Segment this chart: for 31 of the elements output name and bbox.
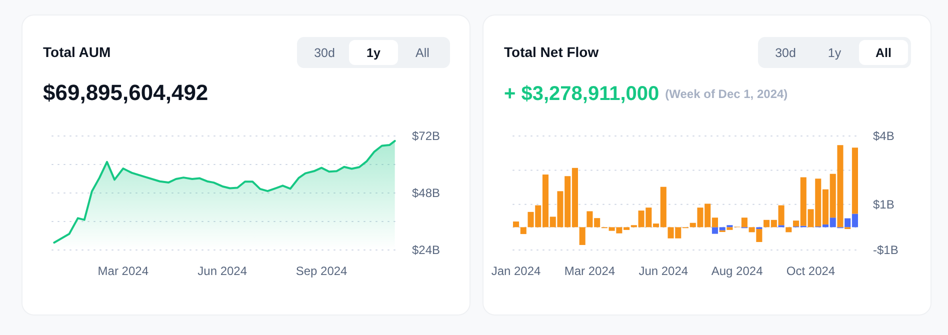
- text: (Week of Dec 1, 2024): [665, 87, 788, 101]
- x-tick-label: Sep 2024: [296, 264, 348, 278]
- y-tick-label: $24B: [412, 243, 440, 257]
- x-tick-label: Aug 2024: [711, 264, 764, 278]
- y-tick-label: $72B: [412, 129, 440, 143]
- bar: [852, 148, 858, 214]
- bar: [726, 227, 733, 230]
- x-tick-label: Jan 2024: [491, 264, 542, 278]
- text: All: [876, 46, 892, 60]
- text: + $3,278,911,000: [504, 83, 660, 105]
- bar: [513, 222, 520, 228]
- text: 30d: [775, 46, 796, 60]
- bar: [520, 227, 526, 234]
- x-tick-label: Mar 2024: [98, 264, 149, 278]
- y-tick-label: $1B: [873, 197, 894, 212]
- y-tick-label: -$1B: [873, 243, 898, 257]
- y-tick-label: $4B: [873, 129, 894, 143]
- x-tick-label: Oct 2024: [786, 264, 836, 278]
- text: All: [416, 46, 430, 60]
- text: 30d: [314, 46, 335, 60]
- bar: [786, 227, 792, 232]
- chart-title: Total Net Flow: [504, 44, 599, 60]
- chart-subtitle: $69,895,604,492: [43, 80, 208, 105]
- bar: [579, 227, 586, 245]
- text: 1y: [366, 46, 380, 60]
- y-tick-label: $48B: [412, 186, 440, 200]
- text: 1y: [828, 46, 842, 60]
- chart-title: Total AUM: [43, 44, 111, 60]
- x-tick-label: Jun 2024: [638, 264, 688, 278]
- x-tick-label: Jun 2024: [198, 264, 248, 278]
- x-tick-label: Mar 2024: [564, 264, 616, 278]
